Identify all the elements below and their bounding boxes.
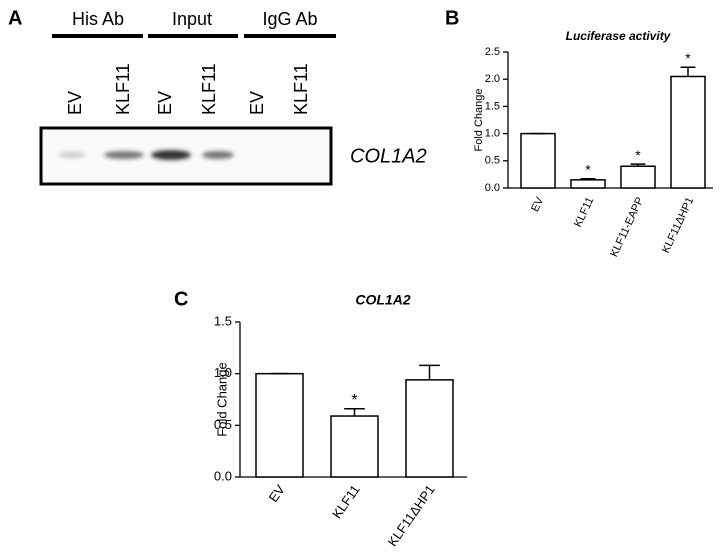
bar xyxy=(670,75,706,189)
y-tick-label: 1.5 xyxy=(485,100,500,112)
lane-label: EV xyxy=(65,91,85,115)
panel-label: A xyxy=(8,7,22,29)
error-bar xyxy=(419,364,440,380)
x-tick-label: KLF11 xyxy=(329,482,363,521)
y-tick-label: 0.5 xyxy=(214,417,232,432)
error-bar xyxy=(344,408,365,417)
bar xyxy=(620,165,656,189)
panel-label: B xyxy=(445,7,459,29)
lane-label: KLF11 xyxy=(199,63,219,115)
lane-label: KLF11 xyxy=(291,63,311,115)
bar xyxy=(520,132,556,189)
bar xyxy=(255,372,304,478)
x-tick-label: KLF11ΔHP1 xyxy=(385,482,438,549)
bar xyxy=(405,379,454,478)
lane-label: EV xyxy=(155,91,175,115)
group-label: His Ab xyxy=(72,9,124,29)
gene-label: COL1A2 xyxy=(350,145,427,167)
y-tick-label: 2.5 xyxy=(485,46,500,58)
y-tick-label: 1.0 xyxy=(214,365,232,380)
group-label: IgG Ab xyxy=(262,9,317,29)
significance-mark: * xyxy=(635,147,641,163)
x-tick-label: EV xyxy=(529,195,546,214)
y-axis-label: Fold Change xyxy=(473,89,485,152)
x-tick-label: EV xyxy=(266,482,288,505)
lane-label: EV xyxy=(247,91,267,115)
error-bar xyxy=(630,163,646,167)
error-bar xyxy=(580,178,596,180)
significance-mark: * xyxy=(685,50,691,66)
lane-label: KLF11 xyxy=(113,63,133,115)
gel-bands xyxy=(58,150,234,160)
y-axis-label: Fold Change xyxy=(214,362,229,436)
y-tick-label: 2.0 xyxy=(485,73,500,85)
panel-label: C xyxy=(174,288,188,310)
y-tick-label: 0.0 xyxy=(214,468,232,483)
x-tick-label: KLF11 xyxy=(572,195,596,229)
error-bar xyxy=(680,66,696,77)
y-tick-label: 0.5 xyxy=(485,155,500,167)
bar xyxy=(330,415,379,478)
chart-title: Luciferase activity xyxy=(566,29,672,43)
significance-mark: * xyxy=(585,161,591,177)
chart-title: COL1A2 xyxy=(355,292,410,308)
y-tick-label: 0.0 xyxy=(485,182,500,194)
x-tick-label: KLF11ΔHP1 xyxy=(660,195,696,255)
significance-mark: * xyxy=(351,392,357,409)
y-tick-label: 1.0 xyxy=(485,128,500,140)
x-tick-label: KLF11-EAPP xyxy=(608,195,646,259)
group-label: Input xyxy=(172,9,212,29)
y-tick-label: 1.5 xyxy=(214,313,232,328)
bar xyxy=(570,179,606,189)
